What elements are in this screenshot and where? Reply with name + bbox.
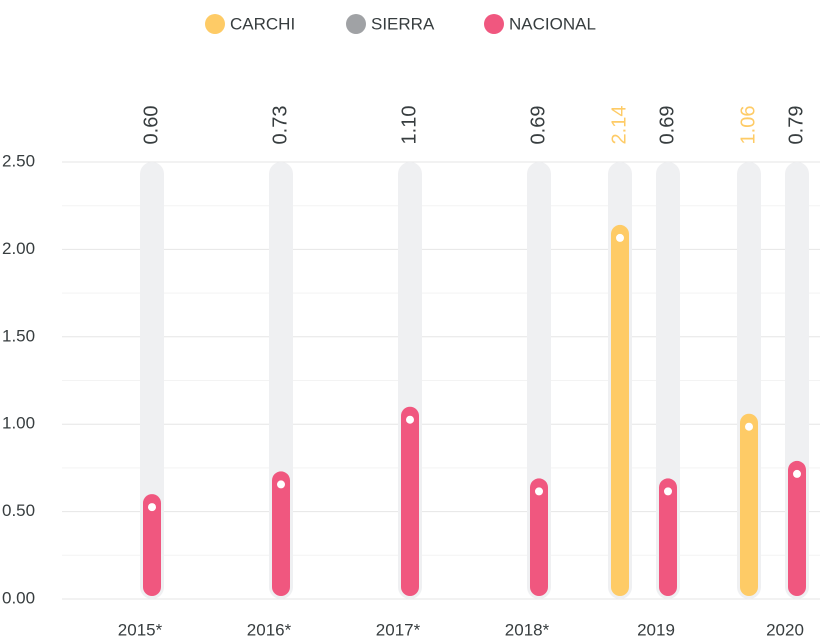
y-tick-label: 2.50: [2, 151, 35, 170]
bar: [143, 494, 161, 596]
legend-label: NACIONAL: [509, 14, 596, 33]
bar-dot: [616, 233, 624, 242]
bar: [659, 478, 677, 596]
bar-dot: [277, 480, 285, 489]
bar: [530, 478, 548, 596]
x-tick-label: 2017*: [376, 620, 421, 639]
data-label: 2.14: [608, 106, 630, 145]
legend-marker: [484, 14, 504, 34]
data-label: 1.06: [737, 106, 759, 145]
bar: [740, 413, 758, 596]
y-tick-label: 0.00: [2, 588, 35, 607]
bar: [788, 460, 806, 596]
x-tick-label: 2019: [637, 620, 675, 639]
x-tick-label: 2020: [766, 620, 804, 639]
y-tick-label: 2.00: [2, 239, 35, 258]
y-tick-label: 0.50: [2, 501, 35, 520]
legend-label: SIERRA: [371, 14, 435, 33]
legend-marker: [346, 14, 366, 34]
x-tick-label: 2016*: [247, 620, 292, 639]
bar-dot: [406, 415, 414, 424]
bar-dot: [793, 469, 801, 478]
y-tick-label: 1.00: [2, 414, 35, 433]
x-tick-label: 2015*: [118, 620, 163, 639]
bar: [272, 471, 290, 596]
data-label: 0.69: [656, 106, 678, 145]
bar-track: [140, 162, 164, 599]
x-tick-label: 2018*: [505, 620, 550, 639]
bar-dot: [148, 503, 156, 512]
data-label: 0.60: [140, 106, 162, 145]
data-label: 0.79: [785, 106, 807, 145]
bar: [611, 224, 629, 597]
data-label: 1.10: [398, 106, 420, 145]
data-label: 0.69: [527, 106, 549, 145]
bar-dot: [535, 487, 543, 496]
y-tick-label: 1.50: [2, 326, 35, 345]
legend-marker: [205, 14, 225, 34]
data-label: 0.73: [269, 106, 291, 145]
bar-dot: [664, 487, 672, 496]
legend-label: CARCHI: [230, 14, 295, 33]
bar-dot: [745, 422, 753, 431]
bar: [401, 406, 419, 596]
